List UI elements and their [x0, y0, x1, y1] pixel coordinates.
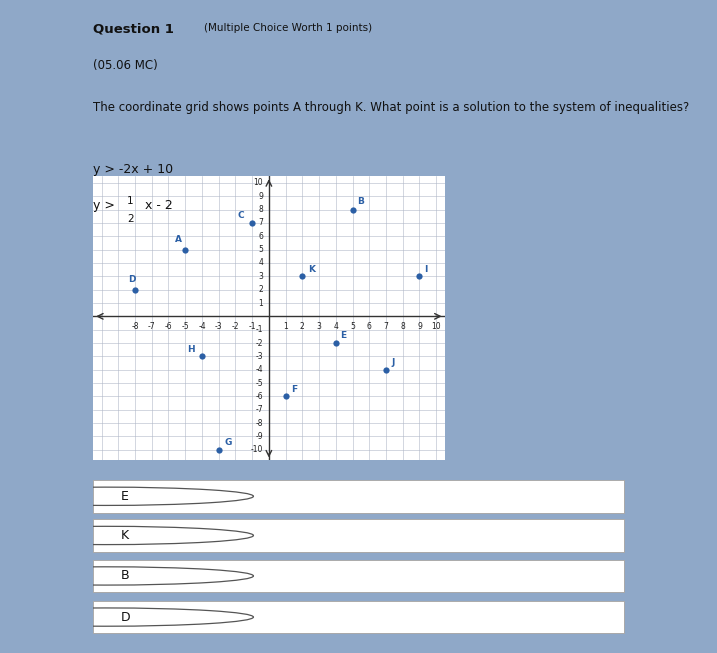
Text: -1: -1 — [255, 325, 263, 334]
Text: -2: -2 — [232, 323, 239, 331]
Text: 9: 9 — [258, 192, 263, 201]
Text: G: G — [224, 438, 232, 447]
Text: The coordinate grid shows points A through K. What point is a solution to the sy: The coordinate grid shows points A throu… — [93, 101, 690, 114]
Text: (Multiple Choice Worth 1 points): (Multiple Choice Worth 1 points) — [204, 23, 372, 33]
Text: J: J — [391, 358, 394, 367]
Text: 3: 3 — [317, 323, 321, 331]
Text: 5: 5 — [350, 323, 355, 331]
Text: 3: 3 — [258, 272, 263, 281]
Text: K: K — [120, 529, 129, 542]
Text: -9: -9 — [255, 432, 263, 441]
Text: -6: -6 — [255, 392, 263, 401]
Text: I: I — [424, 264, 428, 274]
Text: 6: 6 — [367, 323, 371, 331]
Text: -5: -5 — [255, 379, 263, 387]
Text: 10: 10 — [253, 178, 263, 187]
Text: -3: -3 — [255, 352, 263, 361]
Text: 6: 6 — [258, 232, 263, 241]
Text: K: K — [308, 264, 315, 274]
Text: 9: 9 — [417, 323, 422, 331]
Text: A: A — [175, 235, 182, 244]
Text: E: E — [340, 331, 346, 340]
Text: C: C — [237, 212, 244, 220]
Text: D: D — [120, 611, 130, 624]
Text: -10: -10 — [251, 445, 263, 454]
Text: x - 2: x - 2 — [145, 199, 173, 212]
Text: 5: 5 — [258, 245, 263, 254]
Text: B: B — [358, 197, 364, 206]
Text: 1: 1 — [127, 196, 134, 206]
Text: -3: -3 — [215, 323, 222, 331]
Text: y >: y > — [93, 199, 119, 212]
Text: D: D — [128, 276, 136, 284]
Text: 8: 8 — [258, 205, 263, 214]
Text: Question 1: Question 1 — [93, 23, 174, 36]
Text: 2: 2 — [258, 285, 263, 294]
Text: 4: 4 — [258, 259, 263, 268]
Text: 7: 7 — [384, 323, 389, 331]
Text: -7: -7 — [148, 323, 156, 331]
Text: 7: 7 — [258, 219, 263, 227]
Text: -8: -8 — [255, 419, 263, 428]
Text: E: E — [120, 490, 128, 503]
Text: 10: 10 — [432, 323, 441, 331]
Text: B: B — [120, 569, 130, 582]
Text: 2: 2 — [300, 323, 305, 331]
Text: 1: 1 — [283, 323, 288, 331]
Text: -4: -4 — [198, 323, 206, 331]
Text: -8: -8 — [131, 323, 139, 331]
Text: 8: 8 — [400, 323, 405, 331]
Text: F: F — [291, 385, 298, 394]
Text: H: H — [187, 345, 194, 354]
Text: -6: -6 — [165, 323, 172, 331]
Text: 1: 1 — [258, 298, 263, 308]
Text: -7: -7 — [255, 406, 263, 414]
Text: -1: -1 — [248, 323, 256, 331]
Text: -5: -5 — [181, 323, 189, 331]
Text: -4: -4 — [255, 365, 263, 374]
Text: y > -2x + 10: y > -2x + 10 — [93, 163, 174, 176]
Text: (05.06 MC): (05.06 MC) — [93, 59, 158, 72]
Text: -2: -2 — [255, 338, 263, 347]
Text: 4: 4 — [333, 323, 338, 331]
Text: 2: 2 — [127, 214, 134, 223]
